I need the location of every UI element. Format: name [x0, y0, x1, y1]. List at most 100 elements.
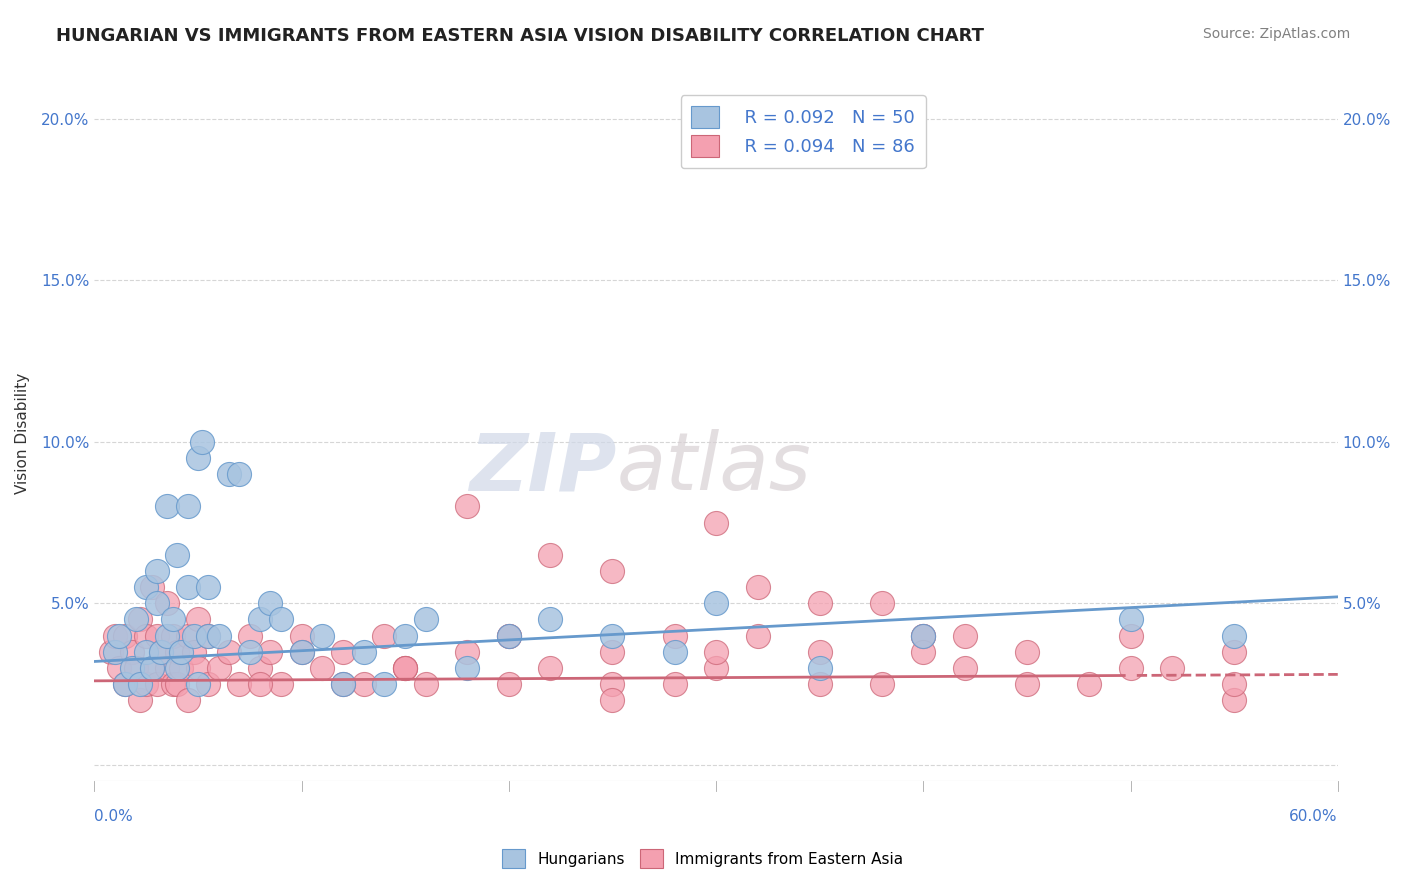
Point: [415, 677, 437, 691]
Point: [498, 629, 520, 643]
Text: ZIP: ZIP: [470, 429, 617, 508]
Point: [170, 645, 193, 659]
Point: [187, 450, 209, 465]
Point: [808, 596, 831, 610]
Point: [270, 612, 292, 626]
Point: [953, 661, 976, 675]
Point: [141, 580, 163, 594]
Text: HUNGARIAN VS IMMIGRANTS FROM EASTERN ASIA VISION DISABILITY CORRELATION CHART: HUNGARIAN VS IMMIGRANTS FROM EASTERN ASI…: [56, 27, 984, 45]
Point: [114, 677, 136, 691]
Point: [208, 661, 231, 675]
Point: [456, 661, 478, 675]
Point: [108, 629, 131, 643]
Point: [394, 629, 416, 643]
Point: [1223, 645, 1246, 659]
Point: [538, 661, 561, 675]
Point: [135, 677, 157, 691]
Point: [498, 629, 520, 643]
Point: [602, 629, 624, 643]
Point: [125, 612, 148, 626]
Point: [176, 500, 198, 514]
Point: [538, 548, 561, 562]
Point: [290, 629, 312, 643]
Point: [141, 661, 163, 675]
Point: [259, 645, 281, 659]
Point: [747, 580, 769, 594]
Point: [129, 693, 152, 707]
Point: [332, 677, 354, 691]
Point: [176, 629, 198, 643]
Point: [156, 596, 179, 610]
Point: [228, 467, 250, 481]
Point: [166, 661, 188, 675]
Point: [156, 629, 179, 643]
Point: [704, 661, 727, 675]
Point: [162, 612, 184, 626]
Point: [602, 677, 624, 691]
Point: [704, 645, 727, 659]
Point: [104, 629, 127, 643]
Point: [145, 564, 167, 578]
Point: [373, 629, 395, 643]
Point: [149, 645, 172, 659]
Point: [602, 564, 624, 578]
Point: [176, 693, 198, 707]
Point: [208, 629, 231, 643]
Point: [808, 661, 831, 675]
Point: [239, 645, 262, 659]
Point: [104, 645, 127, 659]
Point: [108, 661, 131, 675]
Point: [704, 596, 727, 610]
Point: [1015, 645, 1038, 659]
Point: [162, 677, 184, 691]
Point: [456, 500, 478, 514]
Point: [162, 629, 184, 643]
Point: [456, 645, 478, 659]
Point: [808, 645, 831, 659]
Text: atlas: atlas: [617, 429, 811, 508]
Point: [602, 693, 624, 707]
Point: [218, 645, 240, 659]
Point: [1119, 612, 1142, 626]
Point: [187, 661, 209, 675]
Point: [183, 629, 205, 643]
Point: [145, 596, 167, 610]
Point: [125, 661, 148, 675]
Point: [197, 629, 219, 643]
Point: [912, 629, 935, 643]
Point: [1015, 677, 1038, 691]
Point: [249, 612, 271, 626]
Point: [290, 645, 312, 659]
Point: [218, 467, 240, 481]
Point: [187, 612, 209, 626]
Point: [1119, 629, 1142, 643]
Point: [249, 661, 271, 675]
Point: [135, 645, 157, 659]
Point: [197, 677, 219, 691]
Point: [602, 645, 624, 659]
Point: [114, 677, 136, 691]
Legend:   R = 0.092   N = 50,   R = 0.094   N = 86: R = 0.092 N = 50, R = 0.094 N = 86: [681, 95, 925, 169]
Point: [239, 629, 262, 643]
Point: [704, 516, 727, 530]
Point: [249, 677, 271, 691]
Point: [166, 677, 188, 691]
Point: [912, 629, 935, 643]
Point: [912, 645, 935, 659]
Point: [100, 645, 122, 659]
Point: [808, 677, 831, 691]
Point: [114, 629, 136, 643]
Text: Source: ZipAtlas.com: Source: ZipAtlas.com: [1202, 27, 1350, 41]
Point: [156, 661, 179, 675]
Point: [149, 645, 172, 659]
Y-axis label: Vision Disability: Vision Disability: [15, 373, 30, 494]
Point: [953, 629, 976, 643]
Point: [197, 580, 219, 594]
Point: [538, 612, 561, 626]
Point: [1223, 693, 1246, 707]
Point: [498, 677, 520, 691]
Point: [145, 677, 167, 691]
Point: [415, 612, 437, 626]
Point: [498, 629, 520, 643]
Point: [290, 645, 312, 659]
